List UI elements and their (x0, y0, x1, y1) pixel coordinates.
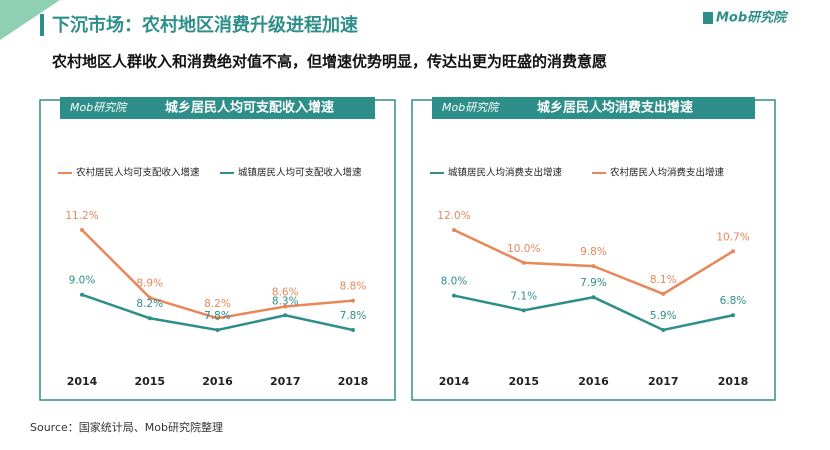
data-label: 8.6% (272, 286, 299, 298)
data-label: 7.8% (204, 310, 231, 322)
brand-icon (703, 12, 713, 24)
point (591, 295, 596, 300)
data-label: 10.7% (716, 231, 749, 243)
panel-header (432, 97, 755, 119)
x-tick-label: 2017 (270, 375, 301, 388)
data-label: 8.1% (650, 274, 677, 286)
point (147, 316, 152, 321)
data-label: 8.2% (136, 298, 163, 310)
point (147, 295, 152, 300)
point (351, 328, 355, 332)
data-label: 9.0% (69, 275, 96, 287)
point (521, 308, 526, 313)
x-tick-label: 2017 (648, 375, 679, 388)
data-label: 8.9% (136, 278, 163, 290)
chart-title: 城乡居民人均可支配收入增速 (165, 100, 334, 116)
point (591, 264, 596, 269)
brand: Mob研究院 (716, 10, 789, 26)
x-tick-label: 2016 (578, 375, 609, 388)
point (351, 298, 355, 303)
x-tick-label: 2014 (67, 375, 98, 388)
data-label: 7.9% (580, 277, 607, 289)
panel-brand: Mob研究院 (442, 101, 500, 114)
data-label: 8.0% (441, 276, 468, 288)
point (731, 249, 735, 254)
data-label: 6.8% (720, 295, 747, 307)
chart-title: 城乡居民人均消费支出增速 (537, 100, 693, 116)
data-label: 8.8% (340, 281, 367, 293)
point (215, 328, 220, 332)
point (283, 304, 288, 309)
data-label: 9.8% (580, 246, 607, 258)
legend-label: 城镇居民人均消费支出增速 (448, 167, 563, 179)
legend-label: 农村居民人均可支配收入增速 (76, 167, 200, 179)
data-label: 8.2% (204, 298, 231, 310)
x-tick-label: 2015 (508, 375, 539, 388)
panel-frame (39, 99, 396, 401)
x-tick-label: 2016 (202, 375, 233, 388)
x-tick-label: 2018 (338, 375, 369, 388)
data-label: 8.3% (272, 295, 299, 307)
source: Source：国家统计局、Mob研究院整理 (30, 420, 223, 434)
point (215, 316, 220, 321)
point (521, 260, 526, 265)
data-label: 10.0% (507, 243, 540, 255)
panel-brand: Mob研究院 (70, 101, 128, 114)
subtitle: 农村地区人群收入和消费绝对值不高，但增速优势明显，传达出更为旺盛的消费意愿 (51, 53, 607, 71)
x-tick-label: 2015 (134, 375, 165, 388)
data-label: 7.8% (340, 310, 367, 322)
data-label: 12.0% (437, 210, 470, 222)
point (731, 313, 735, 318)
point (661, 328, 666, 332)
point (80, 228, 84, 232)
legend-label: 城镇居民人均可支配收入增速 (238, 167, 362, 179)
corner-decoration (0, 0, 60, 40)
data-label: 11.2% (65, 210, 98, 222)
point (283, 313, 288, 318)
point (452, 228, 456, 232)
x-tick-label: 2014 (439, 375, 470, 388)
point (452, 293, 456, 298)
data-label: 5.9% (650, 310, 677, 322)
point (661, 291, 666, 296)
page-title: 下沉市场：农村地区消费升级进程加速 (52, 14, 358, 36)
data-label: 7.1% (510, 290, 537, 302)
x-tick-label: 2018 (718, 375, 749, 388)
point (80, 292, 84, 297)
title-accent (40, 14, 44, 36)
legend-label: 农村居民人均消费支出增速 (610, 167, 725, 179)
panel-header (60, 97, 375, 119)
series-line (453, 294, 734, 332)
